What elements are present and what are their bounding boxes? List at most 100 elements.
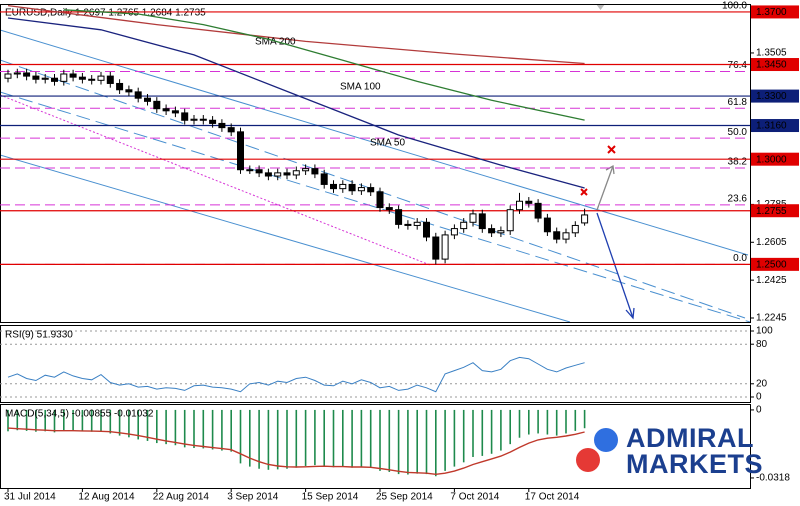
- channel-line: [0, 29, 749, 256]
- x-tick-label: 15 Sep 2014: [302, 492, 359, 503]
- dotted-line: [0, 94, 431, 266]
- candle-body: [13, 72, 21, 75]
- candle-body: [246, 169, 254, 172]
- y-tick-label: 100: [756, 326, 773, 337]
- fib-label: 76.4: [728, 60, 748, 71]
- level-box: [751, 119, 799, 133]
- candle-body: [264, 172, 272, 177]
- candle-body: [125, 89, 133, 93]
- level-box: [751, 204, 799, 218]
- level-label: 1.2500: [756, 260, 787, 271]
- x-tick-label: 7 Oct 2014: [450, 492, 499, 503]
- candle-body: [413, 221, 421, 226]
- rsi-panel: [0, 325, 751, 403]
- x-tick-label: 12 Aug 2014: [78, 492, 135, 503]
- candle-body: [571, 224, 579, 234]
- level-box: [751, 5, 799, 19]
- candle-body: [255, 169, 263, 174]
- candle-body: [292, 170, 300, 176]
- candle-body: [348, 183, 356, 192]
- candle-body: [469, 213, 477, 223]
- candle-body: [339, 183, 347, 190]
- candle-body: [478, 213, 486, 230]
- sma-label: SMA 50: [370, 138, 405, 149]
- candle-body: [106, 75, 114, 84]
- candle-body: [134, 91, 142, 99]
- candle-body: [581, 214, 589, 224]
- candle-body: [69, 73, 77, 78]
- x-tick-label: 17 Oct 2014: [525, 492, 580, 503]
- y-tick-label: 1.2425: [756, 275, 787, 286]
- channel-line: [0, 91, 751, 323]
- price-panel: [0, 4, 751, 323]
- candle-body: [78, 76, 86, 80]
- candle-body: [497, 230, 505, 234]
- x-tick-label: 25 Sep 2014: [376, 492, 433, 503]
- sma-line: [7, 4, 585, 65]
- y-tick-label: 1.2245: [756, 313, 787, 324]
- candle-body: [516, 200, 523, 211]
- candle-body: [32, 75, 40, 80]
- candle-body: [562, 232, 570, 240]
- candle-body: [525, 200, 533, 204]
- y-tick-label: 1.2605: [756, 237, 787, 248]
- fib-label: 0.0: [733, 253, 747, 264]
- candle-body: [553, 231, 561, 240]
- logo-text: ADMIRAL: [626, 423, 754, 453]
- candle-body: [51, 77, 58, 82]
- channel-line: [0, 154, 571, 323]
- macd-panel: [0, 404, 751, 489]
- level-box: [751, 152, 799, 166]
- level-label: 1.3700: [756, 7, 787, 18]
- candle-body: [227, 127, 235, 133]
- panel-frames: [0, 4, 751, 489]
- candle-body: [302, 168, 310, 172]
- chart-title: EURUSD,Daily 1.2697 1.2765 1.2684 1.2735: [5, 8, 206, 19]
- drawings: [0, 4, 751, 323]
- candle-body: [506, 209, 514, 232]
- arrow-head: [605, 164, 615, 175]
- level-label: 1.3160: [756, 121, 787, 132]
- candle-body: [41, 77, 49, 80]
- candle-body: [357, 187, 365, 192]
- level-box: [751, 257, 799, 271]
- candle-body: [441, 234, 449, 260]
- candle-body: [116, 82, 124, 91]
- candle-body: [60, 73, 68, 82]
- fib-label: 38.2: [728, 157, 748, 168]
- candle-body: [488, 228, 496, 234]
- y-tick-label: 80: [756, 339, 768, 350]
- candle-body: [423, 221, 430, 238]
- logo: ADMIRAL MARKETS: [576, 423, 763, 479]
- arrow-head: [625, 307, 635, 320]
- candle-body: [385, 207, 393, 211]
- candle-body: [218, 122, 226, 129]
- candle-body: [171, 110, 179, 114]
- chart-title: RSI(9) 51.9330: [5, 330, 73, 341]
- fib-label: 50.0: [728, 127, 748, 138]
- candle-body: [199, 118, 207, 121]
- candle-body: [274, 172, 282, 177]
- candle-body: [181, 112, 189, 121]
- signal-line: [7, 427, 585, 476]
- y-tick-label: 20: [756, 378, 768, 389]
- logo-text: MARKETS: [626, 449, 763, 479]
- x-tick-label: 22 Aug 2014: [153, 492, 210, 503]
- level-label: 1.3450: [756, 60, 787, 71]
- arrow-down: [596, 212, 634, 319]
- candle-body: [404, 223, 412, 226]
- candle-body: [162, 108, 170, 112]
- fib-label: 23.6: [728, 193, 748, 204]
- fib-label: 100.0: [722, 1, 747, 12]
- scroll-marker: [596, 4, 605, 10]
- level-box: [751, 58, 799, 72]
- candle-body: [320, 173, 328, 185]
- arrow-up: [596, 165, 614, 211]
- candle-body: [153, 100, 161, 110]
- level-label: 1.2755: [756, 206, 787, 217]
- level-label: 1.3300: [756, 91, 787, 102]
- candle-body: [330, 183, 337, 190]
- level-label: 1.3000: [756, 154, 787, 165]
